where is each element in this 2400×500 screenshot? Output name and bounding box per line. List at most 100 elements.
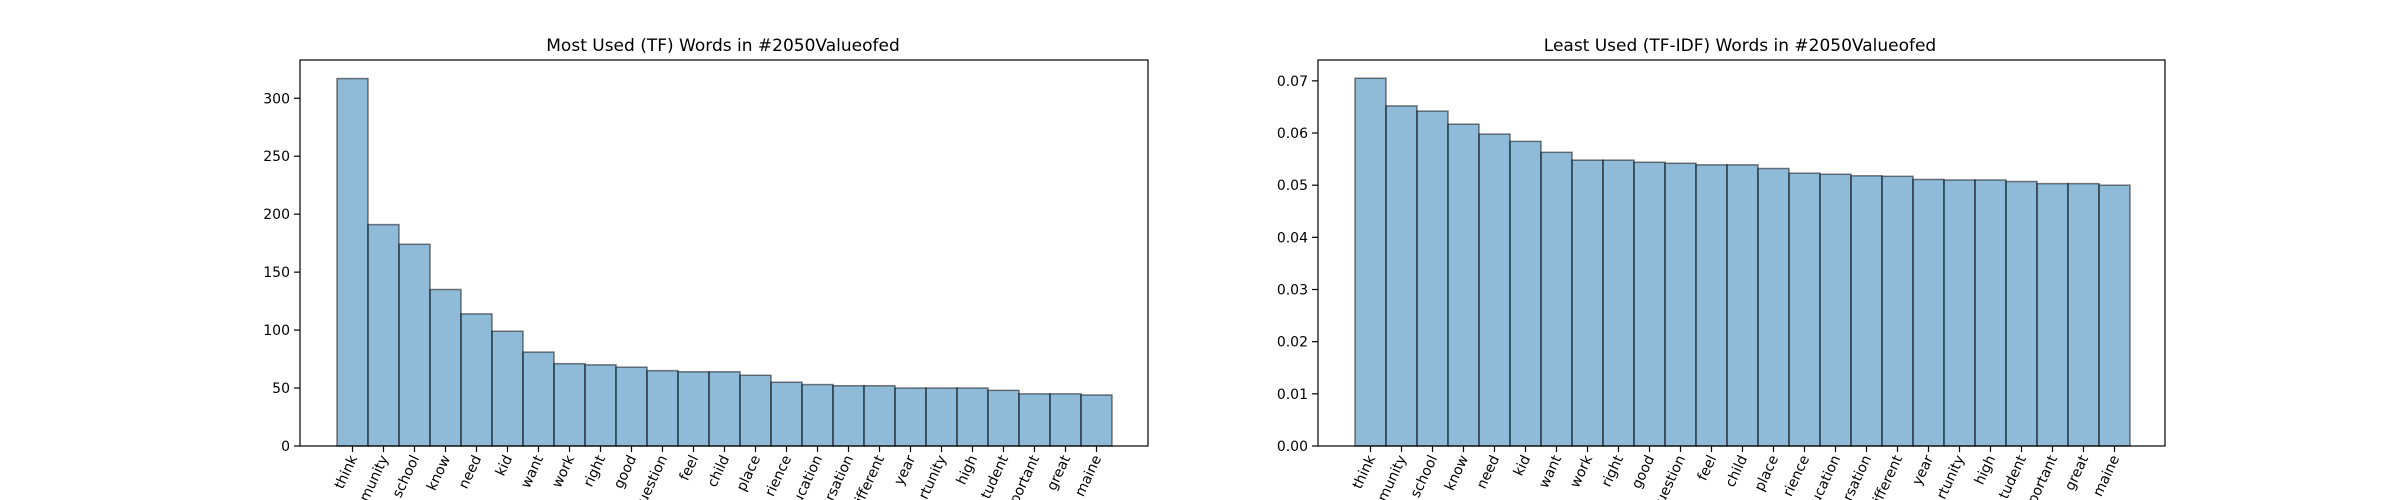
tf-xtick-label: uestion	[635, 453, 671, 500]
tfidf-bar-think	[1354, 77, 1387, 447]
tf-ytick-label: 150	[263, 265, 290, 281]
tfidf-xtick-label: work	[1567, 452, 1596, 490]
tf-ytick-label: 50	[272, 381, 290, 397]
tf-xtick-label: tudent	[978, 452, 1012, 500]
tf-ytick-label: 250	[263, 149, 290, 165]
tfidf-xtick-label: uestion	[1653, 453, 1689, 500]
tf-xtick-label: know	[424, 453, 454, 493]
tfidf-ytick-label: 0.05	[1277, 178, 1308, 194]
tfidf-bar-want	[1540, 151, 1573, 447]
tf-bar-think	[336, 77, 369, 447]
tfidf-xtick-label: good	[1629, 453, 1658, 491]
tfidf-ytick-label: 0.02	[1277, 335, 1308, 351]
tf-bar-rsation	[832, 384, 865, 447]
tf-bar-portant	[1018, 393, 1051, 447]
tf-xtick-label: child	[705, 453, 734, 490]
tfidf-ytick-label: 0.07	[1277, 74, 1308, 90]
tfidf-xtick-label: rtunity	[1934, 453, 1968, 500]
tfidf-bar-portant	[2036, 182, 2069, 447]
tf-xtick-label: great	[1044, 452, 1074, 493]
tf-bar-kid	[491, 330, 524, 447]
tfidf-xtick-label: place	[1752, 453, 1782, 494]
tf-bar-school	[398, 243, 431, 447]
tf-xtick-label: munity	[357, 453, 392, 500]
tf-xtick-label: maine	[1072, 453, 1105, 499]
tfidf-xtick-label: rsation	[1840, 453, 1875, 500]
tf-xtick-label: place	[734, 453, 764, 494]
tfidf-ytick-label: 0.04	[1277, 230, 1308, 246]
tf-xtick-label: ifferent	[852, 452, 888, 500]
tf-chart-title: Most Used (TF) Words in #2050Valueofed	[546, 36, 899, 56]
tf-bar-child	[708, 371, 741, 447]
tfidf-bar-kid	[1509, 140, 1542, 447]
tfidf-xtick-label: school	[1408, 453, 1441, 500]
tf-bar-year	[894, 387, 927, 447]
tf-xtick-label: need	[456, 453, 485, 491]
tfidf-chart-title: Least Used (TF-IDF) Words in #2050Valueo…	[1544, 36, 1936, 56]
tfidf-bar-maine	[2098, 184, 2131, 447]
tfidf-ytick-label: 0.03	[1277, 283, 1308, 299]
tf-xtick-label: year	[891, 453, 919, 488]
tf-bar-place	[739, 374, 772, 447]
tf-ytick-label: 200	[263, 207, 290, 223]
tf-ytick-label: 0	[281, 439, 290, 455]
tfidf-xtick-label: want	[1536, 452, 1565, 490]
tfidf-xtick-label: feel	[1695, 453, 1721, 483]
tf-bar-rtunity	[925, 387, 958, 447]
tf-xtick-label: rtunity	[916, 453, 950, 500]
tfidf-xtick-label: kid	[1511, 453, 1534, 479]
tfidf-bar-rtunity	[1943, 179, 1976, 447]
tfidf-bar-rience	[1788, 172, 1821, 447]
tfidf-xtick-label: high	[1972, 453, 1999, 487]
tf-bar-want	[522, 351, 555, 447]
tf-bar-uestion	[646, 369, 679, 447]
tfidf-xtick-label: year	[1909, 453, 1937, 488]
tf-ytick-label: 300	[263, 91, 290, 107]
tfidf-xtick-label: ifferent	[1870, 452, 1906, 500]
tfidf-xtick-label: great	[2062, 452, 2092, 493]
tfidf-xtick-label: ucation	[1808, 453, 1844, 500]
tfidf-bar-work	[1571, 159, 1604, 447]
tf-bar-munity	[367, 223, 400, 447]
tfidf-xtick-label: need	[1474, 453, 1503, 491]
tfidf-bar-feel	[1695, 164, 1728, 447]
tfidf-xtick-label: right	[1599, 452, 1628, 489]
tf-bar-know	[429, 288, 462, 447]
tf-xtick-label: work	[549, 452, 578, 490]
tf-bar-work	[553, 362, 586, 447]
tf-xtick-label: school	[390, 453, 423, 500]
tfidf-bar-good	[1633, 161, 1666, 447]
tf-xtick-label: ucation	[790, 453, 826, 500]
tfidf-ytick-label: 0.01	[1277, 387, 1308, 403]
tf-bar-rience	[770, 381, 803, 447]
tf-xtick-label: want	[518, 452, 547, 490]
tfidf-xtick-label: tudent	[1996, 452, 2030, 500]
tfidf-ytick-label: 0.06	[1277, 126, 1308, 142]
tfidf-bar-need	[1478, 133, 1511, 447]
tf-bar-maine	[1080, 394, 1113, 447]
tfidf-bar-uestion	[1664, 162, 1697, 447]
tfidf-xtick-label: munity	[1375, 453, 1410, 500]
tfidf-bar-right	[1602, 159, 1635, 447]
tf-chart: Most Used (TF) Words in #2050Valueofed 0…	[263, 36, 1149, 500]
tfidf-bar-tudent	[2005, 180, 2038, 447]
tfidf-bar-child	[1726, 164, 1759, 447]
tf-xtick-label: feel	[677, 453, 703, 483]
tfidf-xtick-label: maine	[2090, 453, 2123, 499]
tfidf-bar-ucation	[1819, 173, 1852, 447]
tfidf-xtick-label: child	[1723, 453, 1752, 490]
tfidf-chart: Least Used (TF-IDF) Words in #2050Valueo…	[1277, 36, 2166, 500]
tfidf-xtick-label: portant	[2025, 452, 2062, 500]
tfidf-bar-high	[1974, 179, 2007, 447]
tfidf-bar-ifferent	[1881, 175, 1914, 447]
tf-bar-good	[615, 366, 648, 447]
tfidf-bar-munity	[1385, 105, 1418, 447]
tf-xtick-label: right	[581, 452, 610, 489]
tf-bar-feel	[677, 371, 710, 447]
tfidf-bar-know	[1447, 123, 1480, 447]
tf-bar-ucation	[801, 383, 834, 447]
tf-bar-great	[1049, 393, 1082, 447]
tf-ytick-label: 100	[263, 323, 290, 339]
tfidf-bar-place	[1757, 167, 1790, 447]
